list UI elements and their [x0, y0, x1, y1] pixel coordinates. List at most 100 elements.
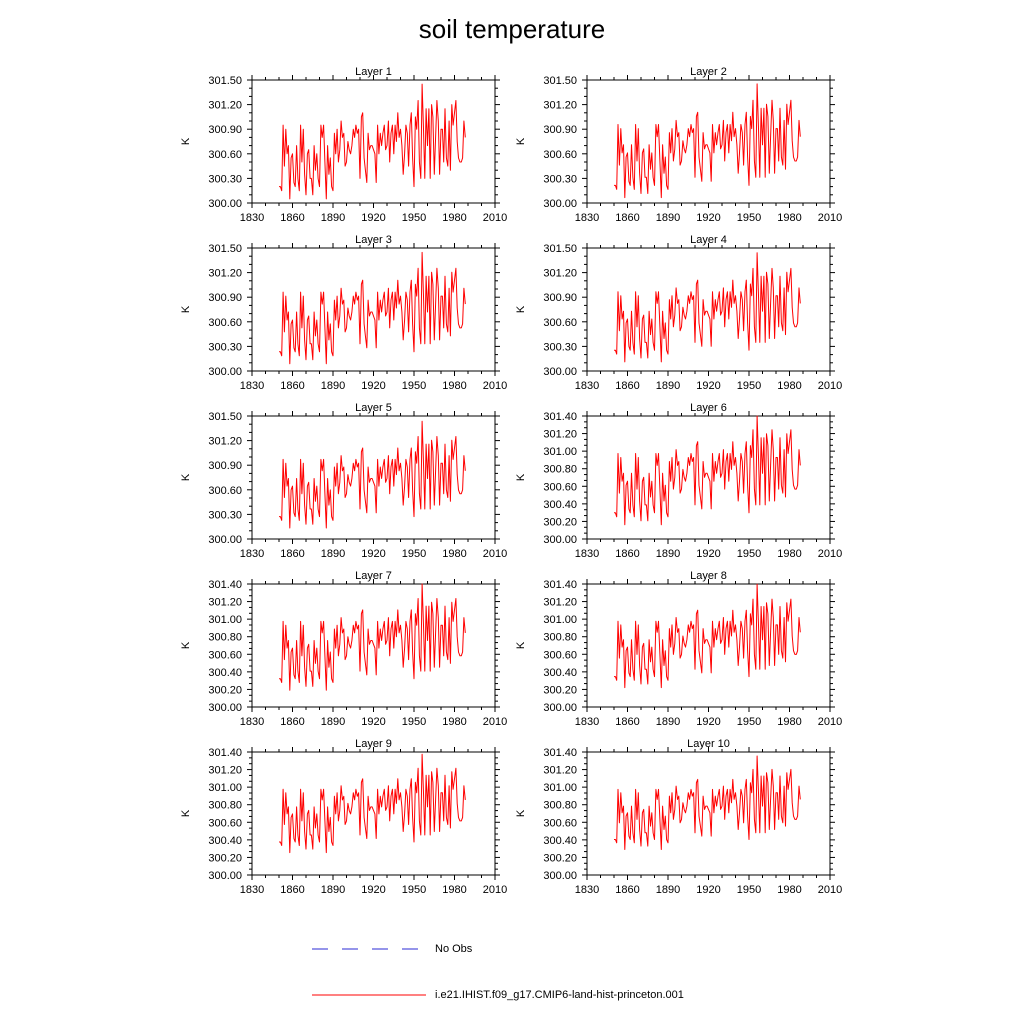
subplot-9: Layer 9 K 1830 1860 1890 1920 1950 1980 2010 300.… [180, 738, 507, 896]
x-tick-label: 1860 [280, 212, 304, 224]
x-tick-label: 1890 [321, 380, 345, 392]
subplot-title: Layer 1 [355, 66, 392, 78]
x-tick-label: 1830 [575, 380, 599, 392]
x-tick-label: 1950 [402, 212, 426, 224]
y-tick-label: 300.30 [208, 509, 242, 521]
y-tick-label: 300.30 [208, 173, 242, 185]
y-tick-label: 301.20 [543, 765, 577, 777]
x-tick-label: 1920 [361, 548, 385, 560]
y-tick-label: 300.20 [543, 684, 577, 696]
y-axis-label: K [180, 473, 192, 481]
y-tick-label: 301.20 [543, 268, 577, 280]
x-tick-label: 1860 [280, 380, 304, 392]
y-tick-label: 300.00 [208, 534, 242, 546]
series-line [279, 83, 466, 200]
x-tick-label: 1980 [442, 548, 466, 560]
subplot-title: Layer 6 [690, 402, 727, 414]
y-tick-label: 300.90 [543, 124, 577, 136]
y-tick-label: 300.40 [543, 835, 577, 847]
x-tick-label: 1950 [737, 380, 761, 392]
y-tick-label: 300.00 [543, 534, 577, 546]
x-tick-label: 1860 [280, 548, 304, 560]
x-tick-label: 1920 [361, 212, 385, 224]
y-tick-label: 301.00 [208, 614, 242, 626]
x-tick-label: 1860 [615, 380, 639, 392]
series-line [279, 251, 466, 365]
y-axis-label: K [180, 809, 192, 817]
x-tick-label: 1980 [442, 884, 466, 896]
y-tick-label: 300.20 [543, 852, 577, 864]
subplot-title: Layer 3 [355, 234, 392, 246]
y-tick-label: 300.30 [543, 341, 577, 353]
x-tick-label: 2010 [818, 716, 842, 728]
x-tick-label: 1830 [240, 716, 264, 728]
y-tick-label: 300.00 [543, 870, 577, 882]
x-tick-label: 1890 [656, 548, 680, 560]
y-tick-label: 300.90 [208, 292, 242, 304]
x-tick-label: 1950 [737, 716, 761, 728]
y-tick-label: 301.20 [543, 429, 577, 441]
x-tick-label: 1890 [321, 548, 345, 560]
y-tick-label: 301.50 [208, 75, 242, 87]
y-tick-label: 301.00 [543, 446, 577, 458]
x-tick-label: 1890 [321, 716, 345, 728]
legend-model-line [312, 994, 426, 996]
y-tick-label: 300.40 [543, 499, 577, 511]
x-tick-label: 1980 [777, 716, 801, 728]
y-axis-label: K [515, 809, 527, 817]
y-tick-label: 300.80 [543, 800, 577, 812]
series-line [614, 252, 801, 363]
y-tick-label: 300.00 [543, 702, 577, 714]
x-tick-label: 1950 [737, 884, 761, 896]
y-tick-label: 300.80 [208, 800, 242, 812]
x-tick-label: 1890 [321, 884, 345, 896]
x-tick-label: 1860 [280, 884, 304, 896]
x-tick-label: 1860 [615, 212, 639, 224]
y-tick-label: 300.40 [208, 667, 242, 679]
y-tick-label: 301.40 [543, 579, 577, 591]
x-tick-label: 1950 [402, 716, 426, 728]
chart-title: soil temperature [418, 14, 606, 44]
y-axis-label: K [515, 473, 527, 481]
subplot-title: Layer 5 [355, 402, 392, 414]
subplot-10: Layer 10 K 1830 1860 1890 1920 1950 1980 2010 300… [515, 738, 842, 896]
subplot-title: Layer 2 [690, 66, 727, 78]
subplot-title: Layer 8 [690, 570, 727, 582]
subplot-3: Layer 3 K 1830 1860 1890 1920 1950 1980 2010 300.… [180, 234, 507, 392]
subplot-title: Layer 7 [355, 570, 392, 582]
legend-no-obs-line [312, 948, 420, 950]
y-tick-label: 301.20 [208, 597, 242, 609]
subplot-5: Layer 5 K 1830 1860 1890 1920 1950 1980 2010 300.… [180, 402, 507, 560]
x-tick-label: 1830 [575, 884, 599, 896]
x-tick-label: 1950 [402, 548, 426, 560]
x-tick-label: 1920 [696, 716, 720, 728]
y-tick-label: 300.30 [208, 341, 242, 353]
x-tick-label: 1830 [240, 884, 264, 896]
x-tick-label: 1920 [361, 380, 385, 392]
y-tick-label: 301.00 [543, 782, 577, 794]
y-tick-label: 301.50 [208, 243, 242, 255]
x-tick-label: 1950 [737, 212, 761, 224]
y-tick-label: 300.90 [543, 292, 577, 304]
y-axis-label: K [515, 305, 527, 313]
plot-frame [251, 247, 496, 372]
plot-frame [586, 79, 831, 204]
x-tick-label: 1920 [696, 884, 720, 896]
y-tick-label: 300.90 [208, 460, 242, 472]
y-axis-label: K [515, 641, 527, 649]
x-tick-label: 2010 [483, 548, 507, 560]
x-tick-label: 1830 [575, 716, 599, 728]
x-tick-label: 1980 [442, 212, 466, 224]
x-tick-label: 1890 [321, 212, 345, 224]
y-tick-label: 300.00 [208, 702, 242, 714]
y-tick-label: 301.40 [208, 747, 242, 759]
x-tick-label: 1890 [656, 212, 680, 224]
y-tick-label: 300.60 [543, 317, 577, 329]
x-tick-label: 2010 [818, 548, 842, 560]
x-tick-label: 1890 [656, 884, 680, 896]
legend-no-obs-label: No Obs [435, 943, 473, 955]
subplot-1: Layer 1 K 1830 1860 1890 1920 1950 1980 2010 300.… [180, 66, 507, 224]
x-tick-label: 2010 [483, 884, 507, 896]
y-tick-label: 301.20 [208, 268, 242, 280]
x-tick-label: 1830 [575, 212, 599, 224]
